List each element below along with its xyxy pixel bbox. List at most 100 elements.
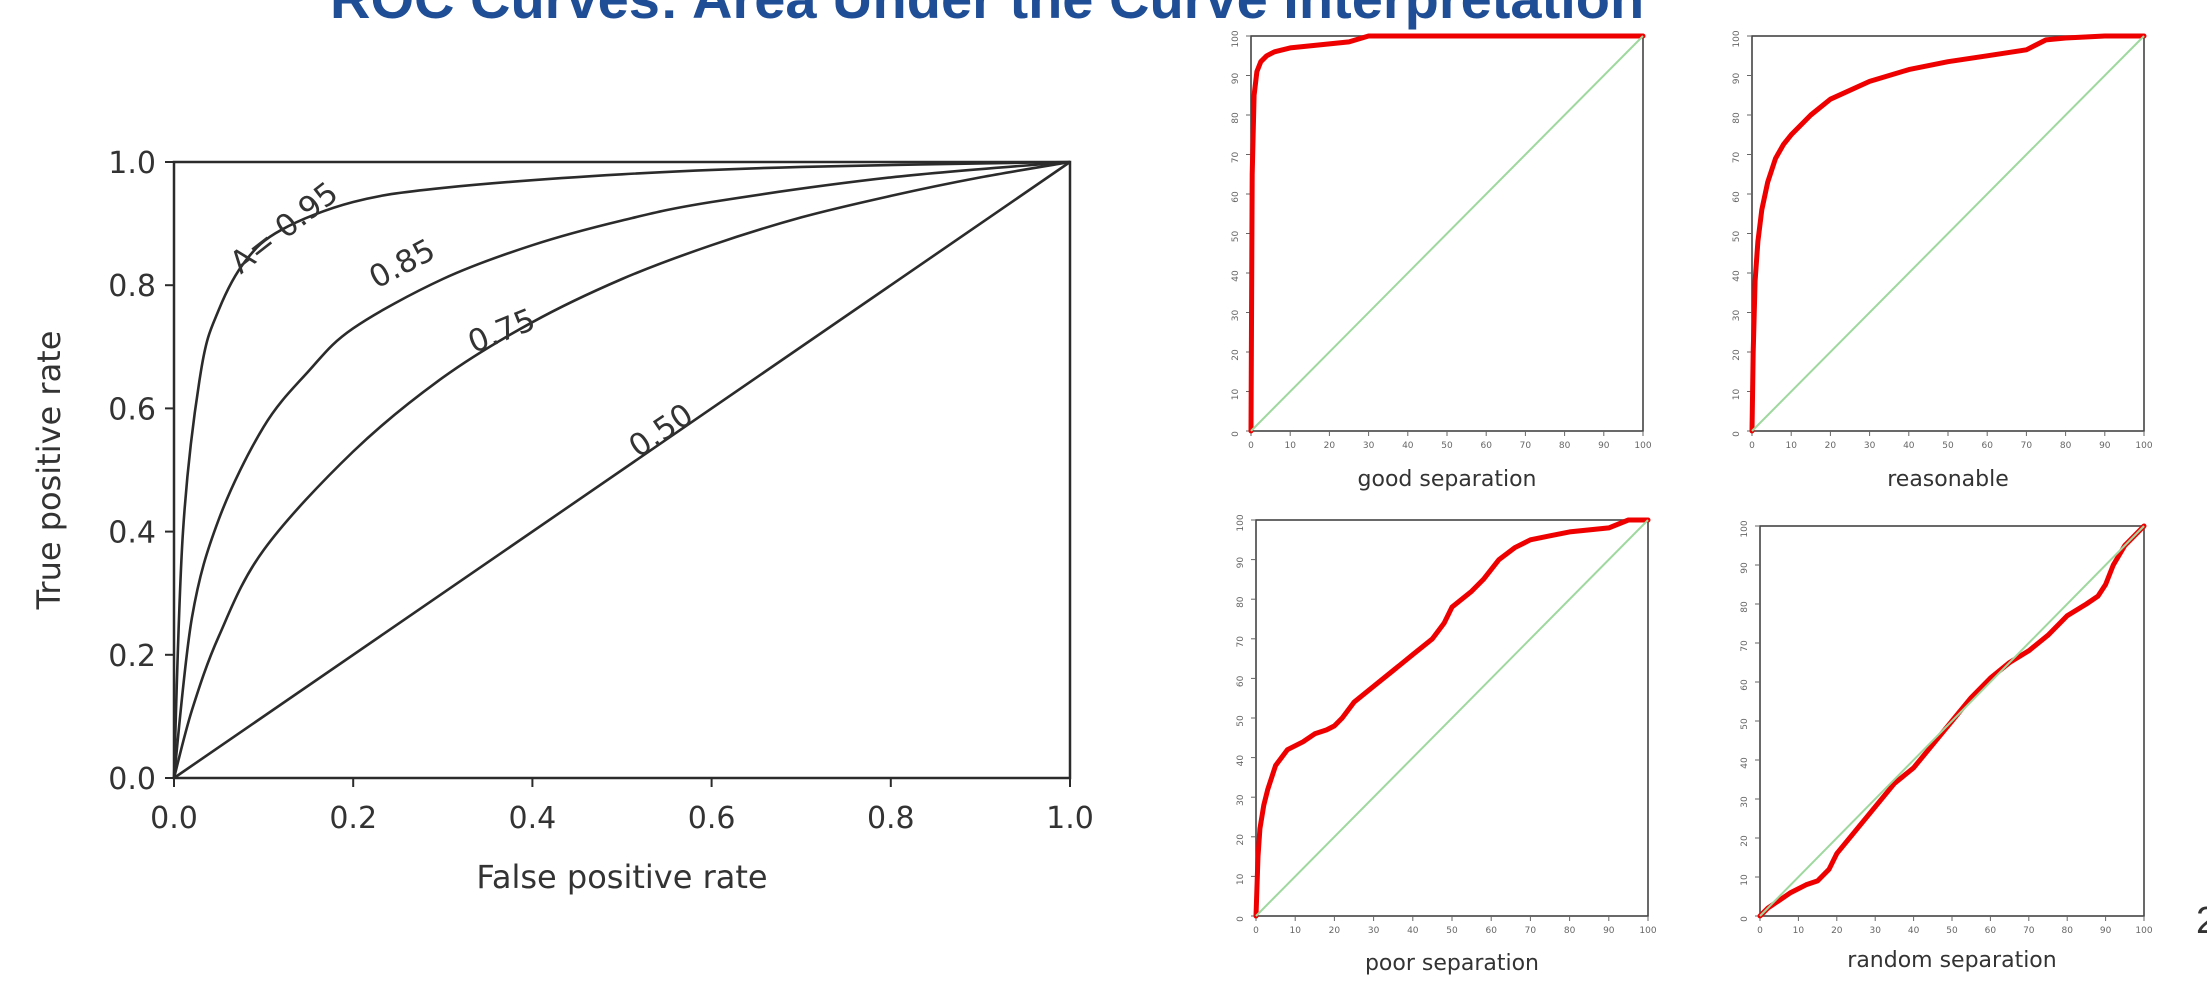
panel-x-tick-label: 30 — [1363, 441, 1375, 451]
panel-x-tick-label: 30 — [1869, 926, 1881, 936]
panel-y-tick-label: 100 — [1236, 514, 1246, 531]
roc-curve-auc-0.85 — [172, 160, 1071, 779]
panel-y-tick-label: 80 — [1236, 596, 1246, 608]
panel-x-tick-label: 40 — [1903, 441, 1915, 451]
panel-diagonal-line — [1751, 35, 2145, 432]
panel-x-tick-label: 20 — [1831, 926, 1843, 936]
panel-x-tick-label: 90 — [1598, 441, 1610, 451]
panel-y-tick-label: 20 — [1732, 349, 1742, 361]
panel-caption: reasonable — [1887, 467, 2009, 492]
panel-x-tick-label: 100 — [1634, 441, 1651, 451]
panel-y-tick-label: 100 — [1231, 30, 1241, 47]
panel-x-tick-label: 10 — [1289, 926, 1301, 936]
panel-x-tick-label: 100 — [1639, 926, 1656, 936]
panel-y-tick-label: 20 — [1231, 349, 1241, 361]
panel-y-tick-label: 0 — [1236, 916, 1246, 922]
panel-x-tick-label: 80 — [1564, 926, 1576, 936]
panel-diagonal-line — [1255, 519, 1649, 917]
y-tick-label: 0.0 — [108, 762, 156, 797]
panel-caption: poor separation — [1365, 951, 1539, 976]
panel-x-tick-label: 0 — [1253, 926, 1259, 936]
panel-y-tick-label: 60 — [1236, 675, 1246, 687]
panel-x-tick-label: 90 — [1603, 926, 1615, 936]
x-tick-label: 0.6 — [688, 801, 736, 836]
panel-y-tick-label: 30 — [1236, 794, 1246, 806]
curve-label-auc-0.95: A= 0.95 — [224, 175, 346, 281]
panel-x-tick-label: 50 — [1946, 926, 1958, 936]
panel-roc-curve — [1253, 517, 1651, 919]
panel-x-tick-label: 80 — [2061, 926, 2073, 936]
y-tick-label: 0.6 — [108, 392, 156, 427]
panel-y-tick-label: 90 — [1740, 562, 1750, 574]
panel-x-tick-label: 100 — [2135, 441, 2152, 451]
panel-y-tick-label: 40 — [1740, 757, 1750, 769]
panel-y-tick-label: 40 — [1236, 755, 1246, 767]
panel-y-tick-label: 20 — [1236, 834, 1246, 846]
panel-x-tick-label: 100 — [2135, 926, 2152, 936]
panel-y-tick-label: 50 — [1740, 718, 1750, 730]
panel-x-tick-label: 10 — [1785, 441, 1797, 451]
y-axis-label: True positive rate — [30, 331, 68, 611]
panel-y-tick-label: 60 — [1732, 191, 1742, 203]
panel-caption: good separation — [1358, 467, 1537, 492]
panel-y-tick-label: 30 — [1732, 310, 1742, 322]
main-plot-frame — [172, 160, 1072, 780]
panel-y-tick-label: 70 — [1732, 152, 1742, 164]
panel-y-tick-label: 70 — [1740, 640, 1750, 652]
panel-x-tick-label: 60 — [1480, 441, 1492, 451]
panel-x-tick-label: 10 — [1793, 926, 1805, 936]
y-tick-label: 0.2 — [108, 639, 156, 674]
curve-label-auc-0.50: 0.50 — [623, 397, 700, 465]
panel-x-tick-label: 0 — [1248, 441, 1254, 451]
panel-y-tick-label: 10 — [1231, 389, 1241, 401]
panel-y-tick-label: 70 — [1236, 636, 1246, 648]
x-tick-label: 0.0 — [150, 801, 198, 836]
panel-x-tick-label: 60 — [1981, 441, 1993, 451]
panel-x-tick-label: 30 — [1864, 441, 1876, 451]
curve-label-auc-0.75: 0.75 — [463, 302, 540, 361]
panel-y-tick-label: 30 — [1231, 310, 1241, 322]
page-number: 2 — [2196, 900, 2207, 942]
panel-x-tick-label: 70 — [1520, 441, 1532, 451]
panel-y-tick-label: 50 — [1231, 231, 1241, 243]
panel-x-tick-label: 20 — [1825, 441, 1837, 451]
panel-x-tick-label: 50 — [1441, 441, 1453, 451]
y-tick-label: 0.4 — [108, 516, 156, 551]
panel-y-tick-label: 30 — [1740, 796, 1750, 808]
panel-x-tick-label: 80 — [1559, 441, 1571, 451]
panel-y-tick-label: 40 — [1231, 270, 1241, 282]
panel-x-tick-label: 20 — [1329, 926, 1341, 936]
panel-good: 0 0 10 10 20 20 30 30 40 40 50 50 60 60 70 70 80 80 90 90 10… — [1231, 30, 1652, 492]
panel-y-tick-label: 100 — [1740, 520, 1750, 537]
panel-y-tick-label: 50 — [1732, 231, 1742, 243]
panel-diagonal-line — [1759, 525, 2145, 917]
panel-y-tick-label: 60 — [1740, 679, 1750, 691]
panel-x-tick-label: 0 — [1757, 926, 1763, 936]
panel-y-tick-label: 40 — [1732, 270, 1742, 282]
panel-y-tick-label: 20 — [1740, 835, 1750, 847]
panel-y-tick-label: 70 — [1231, 152, 1241, 164]
x-tick-label: 0.8 — [867, 801, 915, 836]
panel-y-tick-label: 100 — [1732, 30, 1742, 47]
panel-diagonal-line — [1250, 35, 1644, 432]
panel-x-tick-label: 50 — [1446, 926, 1458, 936]
panel-y-tick-label: 10 — [1236, 873, 1246, 885]
panel-random: 0 0 10 10 20 20 30 30 40 40 50 50 60 60 70 70 80 80 90 90 10… — [1740, 520, 2153, 973]
panel-roc-curve — [1749, 33, 2147, 434]
panel-y-tick-label: 90 — [1231, 73, 1241, 85]
panel-x-tick-label: 10 — [1284, 441, 1296, 451]
panel-x-tick-label: 70 — [1525, 926, 1537, 936]
panel-x-tick-label: 30 — [1368, 926, 1380, 936]
panel-x-tick-label: 40 — [1402, 441, 1414, 451]
roc-curve-auc-0.95 — [172, 160, 1071, 779]
panel-x-tick-label: 40 — [1407, 926, 1419, 936]
panel-y-tick-label: 80 — [1732, 112, 1742, 124]
panel-x-tick-label: 60 — [1485, 926, 1497, 936]
panel-y-tick-label: 80 — [1231, 112, 1241, 124]
panel-reasonable: 0 0 10 10 20 20 30 30 40 40 50 50 60 60 70 70 80 80 90 90 10… — [1732, 30, 2153, 492]
slide-title: ROC Curves: Area Under the Curve Interpr… — [330, 0, 1644, 31]
panel-y-tick-label: 0 — [1740, 916, 1750, 922]
panel-caption: random separation — [1847, 948, 2056, 973]
panel-x-tick-label: 20 — [1324, 441, 1336, 451]
